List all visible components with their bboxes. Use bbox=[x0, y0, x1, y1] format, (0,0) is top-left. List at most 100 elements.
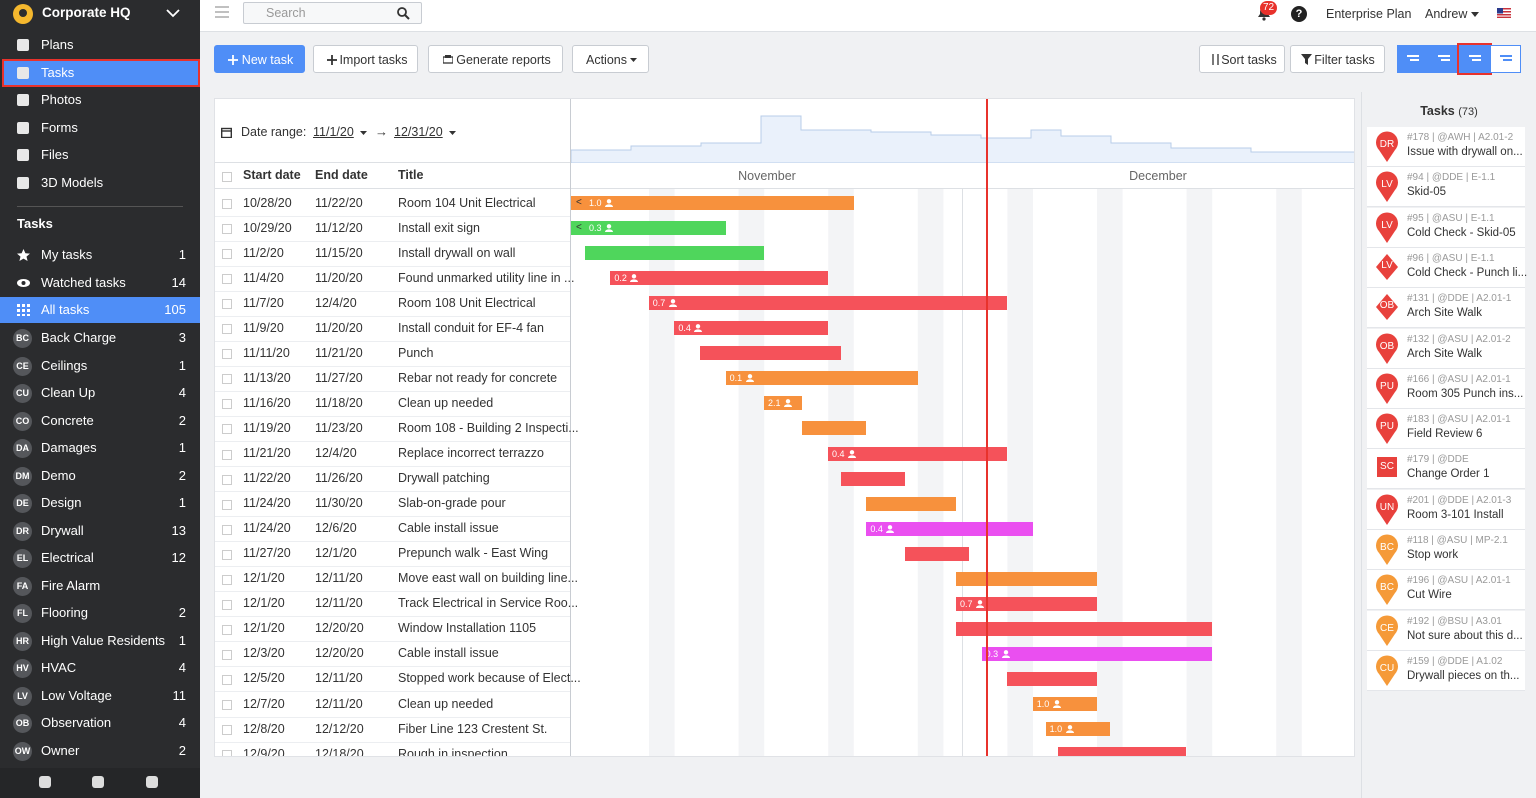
task-card[interactable]: DR #178 | @AWH | A2.01-2 Issue with drywal… bbox=[1367, 127, 1525, 167]
task-title[interactable]: Replace incorrect terrazzo bbox=[398, 446, 544, 460]
category-item[interactable]: DA Damages 1 bbox=[0, 435, 200, 461]
task-card[interactable]: UN #201 | @DDE | A2.01-3 Room 3-101 Instal… bbox=[1367, 489, 1525, 530]
category-item[interactable]: BC Back Charge 3 bbox=[0, 325, 200, 351]
task-title[interactable]: Punch bbox=[398, 345, 434, 360]
toolbar-button[interactable]: Import tasks bbox=[313, 45, 418, 73]
task-title[interactable]: Install conduit for EF-4 fan bbox=[398, 320, 544, 335]
task-title[interactable]: Cable install issue bbox=[398, 521, 499, 536]
task-card[interactable]: PU #183 | @ASU | A2.01-1 Field Review 6 bbox=[1367, 409, 1525, 450]
task-card[interactable]: BC #118 | @ASU | MP-2.1 Stop work bbox=[1367, 530, 1525, 570]
gantt-bar[interactable] bbox=[700, 346, 841, 361]
search-box[interactable]: Search bbox=[243, 2, 422, 24]
task-title[interactable]: Move east wall on building line... bbox=[398, 571, 578, 586]
category-item[interactable]: CE Ceilings 1 bbox=[0, 353, 200, 379]
checkbox[interactable] bbox=[222, 324, 232, 335]
category-item[interactable]: DR Drywall 13 bbox=[0, 518, 200, 544]
checkbox[interactable] bbox=[222, 725, 232, 736]
checkbox[interactable] bbox=[222, 349, 232, 360]
toolbar-button[interactable]: Sort tasks bbox=[1199, 45, 1285, 73]
task-title[interactable]: Prepunch walk - East Wing bbox=[398, 546, 549, 561]
gantt-bar[interactable]: 0.4 bbox=[674, 321, 828, 336]
checkbox[interactable] bbox=[222, 474, 232, 485]
task-title[interactable]: Rebar not ready for concrete bbox=[398, 370, 558, 385]
checkbox[interactable] bbox=[222, 299, 232, 310]
checkbox[interactable] bbox=[222, 750, 232, 756]
gantt-bar[interactable]: <1.0 bbox=[571, 196, 854, 210]
nav-item[interactable]: Photos bbox=[0, 87, 200, 113]
checkbox[interactable] bbox=[222, 674, 232, 685]
checkbox[interactable] bbox=[222, 249, 232, 260]
category-item[interactable]: OB Observation 4 bbox=[0, 710, 200, 736]
checkbox[interactable] bbox=[222, 449, 232, 460]
task-card[interactable]: CU #159 | @DDE | A1.02 Drywall pieces on t… bbox=[1367, 650, 1525, 691]
gantt-bar[interactable]: <0.3 bbox=[571, 221, 726, 236]
toolbar-button[interactable]: Filter tasks bbox=[1290, 45, 1385, 73]
category-item[interactable]: DM Demo 2 bbox=[0, 463, 200, 489]
checkbox[interactable] bbox=[222, 274, 232, 285]
category-item[interactable]: OW Owner 2 bbox=[0, 738, 200, 764]
view-button[interactable] bbox=[1428, 45, 1459, 73]
gantt-bar[interactable]: 0.1 bbox=[725, 371, 918, 386]
gantt-bar[interactable] bbox=[956, 621, 1212, 636]
task-title[interactable]: Track Electrical in Service Roo... bbox=[398, 596, 579, 611]
category-item[interactable]: DE Design 1 bbox=[0, 490, 200, 516]
view-button[interactable] bbox=[1490, 45, 1521, 73]
checkbox[interactable] bbox=[222, 624, 232, 635]
gantt-bar[interactable]: 1.0 bbox=[1045, 722, 1110, 737]
checkbox[interactable] bbox=[222, 549, 232, 560]
task-title[interactable]: Install drywall on wall bbox=[398, 245, 516, 260]
gantt-bar[interactable]: 2.1 bbox=[764, 396, 803, 411]
checkbox[interactable] bbox=[222, 199, 232, 209]
category-item[interactable]: CU Clean Up 4 bbox=[0, 380, 200, 406]
checkbox[interactable] bbox=[222, 399, 232, 410]
checkbox[interactable] bbox=[222, 224, 232, 235]
category-item[interactable]: EL Electrical 12 bbox=[0, 545, 200, 571]
gantt-bar[interactable] bbox=[866, 496, 956, 511]
task-title[interactable]: Room 104 Unit Electrical bbox=[398, 195, 536, 210]
task-card[interactable]: CE #192 | @BSU | A3.01 Not sure about this… bbox=[1367, 610, 1525, 651]
gantt-bar[interactable]: 0.4 bbox=[828, 446, 1008, 461]
gantt-bar[interactable] bbox=[1058, 747, 1187, 756]
task-title[interactable]: Room 108 Unit Electrical bbox=[398, 295, 536, 310]
task-title[interactable]: Clean up needed bbox=[398, 395, 494, 410]
task-card[interactable]: LV #96 | @ASU | E-1.1 Cold Check - Punch l… bbox=[1367, 247, 1527, 288]
nav-item[interactable]: Plans bbox=[0, 32, 200, 58]
filter-item[interactable]: Watched tasks 14 bbox=[0, 270, 200, 296]
gantt-bar[interactable]: 0.3 bbox=[981, 646, 1212, 661]
gantt-bar[interactable]: 1.0 bbox=[1032, 697, 1097, 711]
task-title[interactable]: Window Installation 1105 bbox=[398, 621, 537, 636]
view-button[interactable] bbox=[1457, 43, 1492, 75]
toolbar-button[interactable]: New task bbox=[214, 45, 305, 73]
gantt-bar[interactable] bbox=[956, 571, 1097, 586]
task-card[interactable]: OB #132 | @ASU | A2.01-2 Arch Site Walk bbox=[1367, 328, 1525, 369]
nav-item[interactable]: Tasks bbox=[2, 58, 200, 87]
toolbar-button[interactable]: Generate reports bbox=[428, 45, 563, 73]
toolbar-button[interactable]: Actions bbox=[572, 45, 649, 73]
category-item[interactable]: LV Low Voltage 11 bbox=[0, 683, 200, 709]
gantt-bar[interactable] bbox=[802, 421, 867, 436]
task-title[interactable]: Drywall patching bbox=[398, 471, 490, 486]
date-to[interactable]: 12/31/20 bbox=[394, 125, 443, 139]
checkbox[interactable] bbox=[222, 599, 232, 610]
task-card[interactable]: LV #94 | @DDE | E-1.1 Skid-05 bbox=[1367, 167, 1525, 208]
filter-item[interactable]: My tasks 1 bbox=[0, 242, 200, 268]
task-title[interactable]: Fiber Line 123 Crestent St. bbox=[398, 721, 548, 736]
task-title[interactable]: Clean up needed bbox=[398, 696, 494, 711]
category-item[interactable]: HV HVAC 4 bbox=[0, 655, 200, 681]
gantt-bar[interactable]: 0.7 bbox=[648, 296, 1008, 311]
gantt-bar[interactable] bbox=[1007, 671, 1097, 686]
nav-item[interactable]: Forms bbox=[0, 115, 200, 141]
checkbox[interactable] bbox=[222, 424, 232, 435]
task-card[interactable]: BC #196 | @ASU | A2.01-1 Cut Wire bbox=[1367, 570, 1525, 611]
nav-item[interactable]: 3D Models bbox=[0, 170, 200, 196]
task-title[interactable]: Room 108 - Building 2 Inspecti... bbox=[398, 420, 579, 435]
date-from[interactable]: 11/1/20 bbox=[313, 125, 354, 139]
gantt-bar[interactable] bbox=[904, 546, 969, 561]
task-title[interactable]: Stopped work because of Elect... bbox=[398, 671, 581, 686]
gantt-bar[interactable] bbox=[840, 471, 905, 486]
category-item[interactable]: FL Flooring 2 bbox=[0, 600, 200, 626]
task-title[interactable]: Slab-on-grade pour bbox=[398, 496, 506, 511]
task-card[interactable]: LV #95 | @ASU | E-1.1 Cold Check - Skid-05 bbox=[1367, 207, 1525, 248]
category-item[interactable]: CO Concrete 2 bbox=[0, 408, 200, 434]
checkbox[interactable] bbox=[222, 700, 232, 710]
